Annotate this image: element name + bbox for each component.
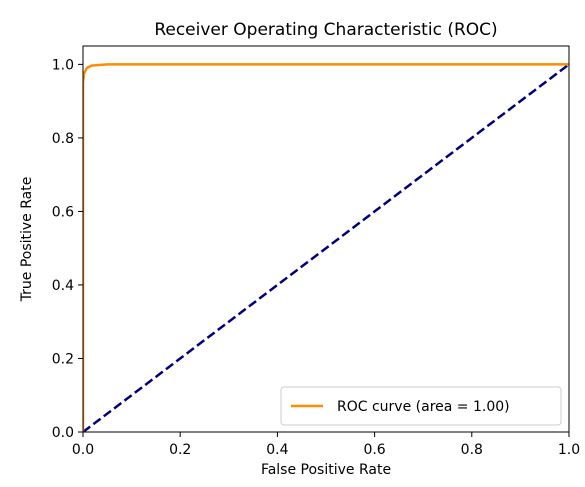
x-tick-label: 1.0 [558,442,580,458]
y-tick-label: 0.2 [52,351,74,367]
x-tick-label: 0.6 [363,442,385,458]
legend-box [280,386,562,426]
y-tick-label: 1.0 [52,57,74,73]
x-tick-label: 0.4 [266,442,288,458]
x-tick-label: 0.8 [461,442,483,458]
x-tick-label: 0.2 [169,442,191,458]
y-tick-label: 0.8 [52,131,74,147]
y-tick-label: 0.0 [52,425,74,441]
chart-title: Receiver Operating Characteristic (ROC) [154,20,497,40]
y-axis-label: True Positive Rate [19,177,35,303]
legend-roc-label: ROC curve (area = 1.00) [337,399,510,415]
chance-diagonal-line [83,63,569,432]
roc-curve-line [83,63,569,432]
x-axis-label: False Positive Rate [261,462,391,478]
y-tick-label: 0.6 [52,204,74,220]
axes-frame [82,45,570,433]
legend: ROC curve (area = 1.00) [280,386,562,426]
plot-area: 0.0 0.2 0.4 0.6 0.8 1.0 0.0 0.2 0.4 0.6 0.8 1.0 [52,45,580,458]
y-tick-label: 0.4 [52,278,74,294]
x-tick-label: 0.0 [72,442,94,458]
